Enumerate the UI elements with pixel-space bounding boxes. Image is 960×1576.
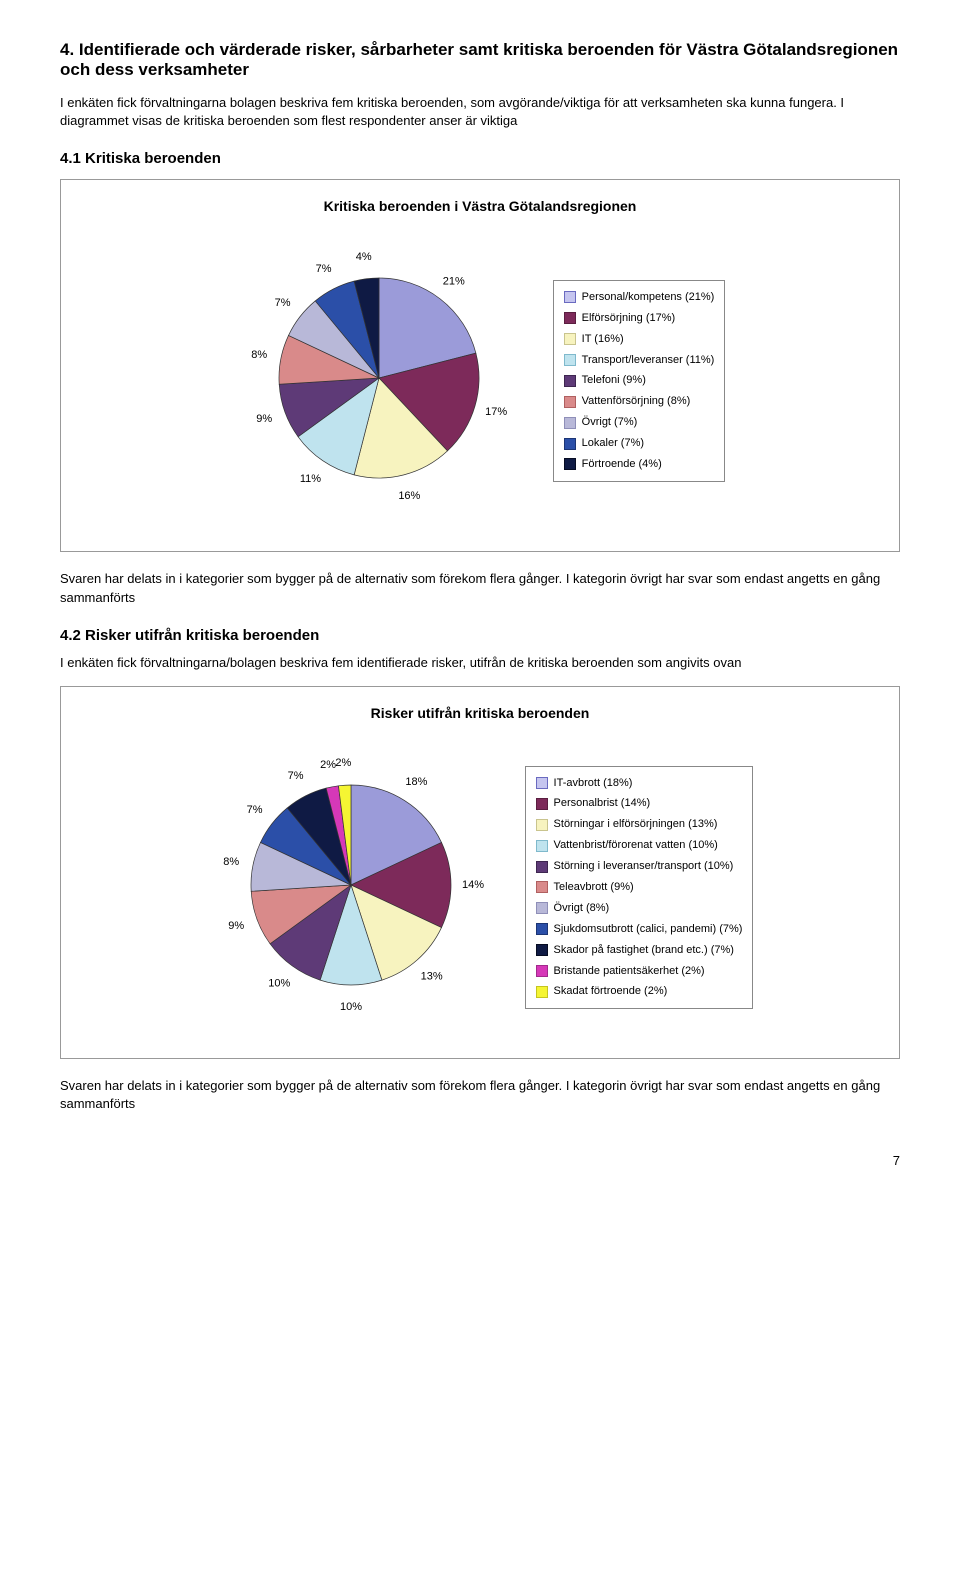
legend-swatch [564, 458, 576, 470]
legend-4-1: Personal/kompetens (21%)Elförsörjning (1… [553, 280, 726, 482]
legend-swatch [564, 396, 576, 408]
pie-slice-label: 4% [355, 251, 371, 263]
legend-label: Skador på fastighet (brand etc.) (7%) [554, 940, 734, 961]
pie-slice-label: 7% [246, 804, 262, 816]
legend-item: IT-avbrott (18%) [536, 773, 743, 794]
pie-slice-label: 21% [442, 276, 464, 288]
legend-item: Teleavbrott (9%) [536, 877, 743, 898]
legend-item: Störning i leveranser/transport (10%) [536, 856, 743, 877]
legend-item: Skador på fastighet (brand etc.) (7%) [536, 940, 743, 961]
legend-item: Telefoni (9%) [564, 370, 715, 391]
legend-label: Transport/leveranser (11%) [582, 350, 715, 371]
legend-label: Telefoni (9%) [582, 370, 646, 391]
pie-slice-label: 10% [268, 978, 290, 990]
pie-slice-label: 7% [315, 264, 331, 276]
figure-4-2-row: 18% 14% 13% 10% 10% 9% 8% 7% 7% 2%2% IT-avbrott (… [85, 741, 875, 1034]
legend-swatch [564, 291, 576, 303]
pie-slice-label: 11% [299, 473, 320, 485]
figure-4-2-title: Risker utifrån kritiska beroenden [85, 705, 875, 721]
legend-label: Störningar i elförsörjningen (13%) [554, 814, 718, 835]
legend-label: Skadat förtroende (2%) [554, 981, 668, 1002]
legend-item: Vattenförsörjning (8%) [564, 391, 715, 412]
legend-swatch [564, 375, 576, 387]
legend-swatch [564, 438, 576, 450]
legend-label: Personal/kompetens (21%) [582, 287, 715, 308]
legend-label: Personalbrist (14%) [554, 793, 651, 814]
figure-4-1-box: Kritiska beroenden i Västra Götalandsreg… [60, 179, 900, 552]
legend-label: Elförsörjning (17%) [582, 308, 676, 329]
legend-item: Elförsörjning (17%) [564, 308, 715, 329]
figure-4-1-title: Kritiska beroenden i Västra Götalandsreg… [85, 198, 875, 214]
pie-slice-label: 18% [405, 776, 427, 788]
legend-item: Transport/leveranser (11%) [564, 350, 715, 371]
pie-slice-label: 7% [274, 298, 290, 310]
figure-4-2-box: Risker utifrån kritiska beroenden 18% 14%… [60, 686, 900, 1059]
legend-swatch [536, 965, 548, 977]
legend-swatch [564, 417, 576, 429]
pie-4-2: 18% 14% 13% 10% 10% 9% 8% 7% 7% 2%2% [207, 741, 495, 1034]
legend-item: Bristande patientsäkerhet (2%) [536, 961, 743, 982]
pie-slice-label: 13% [420, 970, 442, 982]
pie-slice-label: 8% [223, 856, 239, 868]
legend-swatch [536, 840, 548, 852]
legend-label: Vattenbrist/förorenat vatten (10%) [554, 835, 718, 856]
legend-label: Lokaler (7%) [582, 433, 644, 454]
legend-swatch [564, 333, 576, 345]
pie-slice-label: 17% [485, 406, 507, 418]
legend-swatch [536, 923, 548, 935]
legend-item: Personalbrist (14%) [536, 793, 743, 814]
legend-swatch [536, 861, 548, 873]
legend-swatch [536, 881, 548, 893]
legend-item: Sjukdomsutbrott (calici, pandemi) (7%) [536, 919, 743, 940]
legend-label: Förtroende (4%) [582, 454, 662, 475]
legend-swatch [564, 312, 576, 324]
legend-label: Störning i leveranser/transport (10%) [554, 856, 734, 877]
legend-swatch [536, 777, 548, 789]
legend-label: Övrigt (7%) [582, 412, 638, 433]
legend-swatch [564, 354, 576, 366]
pie-slice-label: 14% [462, 879, 484, 891]
pie-slice-label: 16% [398, 490, 420, 502]
legend-item: Vattenbrist/förorenat vatten (10%) [536, 835, 743, 856]
section-4-heading: 4. Identifierade och värderade risker, s… [60, 40, 900, 80]
legend-label: Teleavbrott (9%) [554, 877, 634, 898]
legend-label: IT-avbrott (18%) [554, 773, 633, 794]
legend-4-2: IT-avbrott (18%)Personalbrist (14%)Störn… [525, 766, 754, 1010]
legend-item: Personal/kompetens (21%) [564, 287, 715, 308]
pie-slice-label: 10% [340, 1001, 362, 1013]
pie-slice-label: 9% [256, 414, 272, 426]
section-4-intro: I enkäten fick förvaltningarna bolagen b… [60, 94, 900, 130]
legend-label: Vattenförsörjning (8%) [582, 391, 691, 412]
section-4-2-heading: 4.2 Risker utifrån kritiska beroenden [60, 627, 900, 644]
legend-swatch [536, 986, 548, 998]
legend-item: Skadat förtroende (2%) [536, 981, 743, 1002]
legend-label: Övrigt (8%) [554, 898, 610, 919]
section-4-1-after: Svaren har delats in i kategorier som by… [60, 570, 900, 606]
legend-swatch [536, 902, 548, 914]
legend-label: IT (16%) [582, 329, 624, 350]
legend-swatch [536, 798, 548, 810]
pie-slice-label: 2% [320, 759, 336, 771]
legend-item: IT (16%) [564, 329, 715, 350]
legend-item: Störningar i elförsörjningen (13%) [536, 814, 743, 835]
section-4-2-after: Svaren har delats in i kategorier som by… [60, 1077, 900, 1113]
legend-item: Övrigt (8%) [536, 898, 743, 919]
page-number: 7 [60, 1153, 900, 1168]
figure-4-1-row: 21% 17% 16% 11% 9% 8% 7% 7% 4% Personal/kompeten… [85, 234, 875, 527]
pie-slice-label: 8% [251, 349, 267, 361]
legend-swatch [536, 819, 548, 831]
legend-item: Övrigt (7%) [564, 412, 715, 433]
pie-4-1: 21% 17% 16% 11% 9% 8% 7% 7% 4% [235, 234, 523, 527]
section-4-1-heading: 4.1 Kritiska beroenden [60, 150, 900, 167]
pie-slice-label: 9% [228, 920, 244, 932]
legend-label: Bristande patientsäkerhet (2%) [554, 961, 705, 982]
legend-swatch [536, 944, 548, 956]
legend-item: Lokaler (7%) [564, 433, 715, 454]
section-4-2-intro: I enkäten fick förvaltningarna/bolagen b… [60, 654, 900, 672]
legend-label: Sjukdomsutbrott (calici, pandemi) (7%) [554, 919, 743, 940]
pie-slice-label: 7% [287, 770, 303, 782]
pie-slice-label: 2% [335, 757, 351, 769]
legend-item: Förtroende (4%) [564, 454, 715, 475]
